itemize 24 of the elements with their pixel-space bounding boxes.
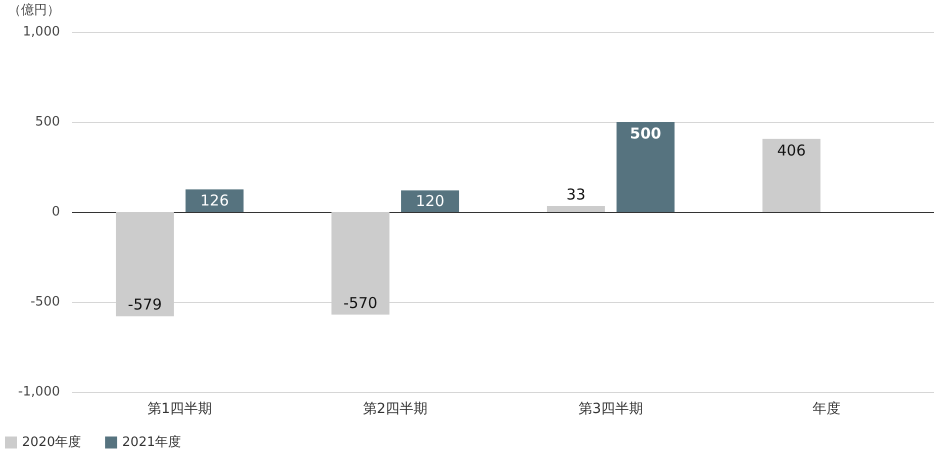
data-label: 33 <box>566 186 586 204</box>
data-label: 406 <box>777 141 806 160</box>
y-tick-label: -1,000 <box>18 384 60 400</box>
data-label: 126 <box>200 192 229 210</box>
bar <box>186 189 244 212</box>
x-tick-label: 第1四半期 <box>147 401 212 417</box>
data-label: 500 <box>630 124 662 142</box>
data-label: -579 <box>128 296 162 314</box>
x-tick-label: 年度 <box>812 401 840 417</box>
y-tick-label: 1,000 <box>22 24 60 40</box>
x-tick-label: 第3四半期 <box>578 401 644 417</box>
y-tick-label: 0 <box>52 204 60 220</box>
x-tick-label: 第2四半期 <box>362 401 428 417</box>
legend-label: 2021年度 <box>122 434 182 450</box>
data-label: 120 <box>416 192 444 210</box>
y-axis-title: （億円） <box>8 3 60 18</box>
y-tick-label: -500 <box>30 294 60 310</box>
data-label: -570 <box>343 294 378 312</box>
bar <box>401 190 460 212</box>
bar <box>616 122 675 212</box>
legend-label: 2020年度 <box>22 434 82 450</box>
bar <box>546 206 605 212</box>
bar <box>762 138 820 212</box>
y-tick-label: 500 <box>35 114 60 130</box>
